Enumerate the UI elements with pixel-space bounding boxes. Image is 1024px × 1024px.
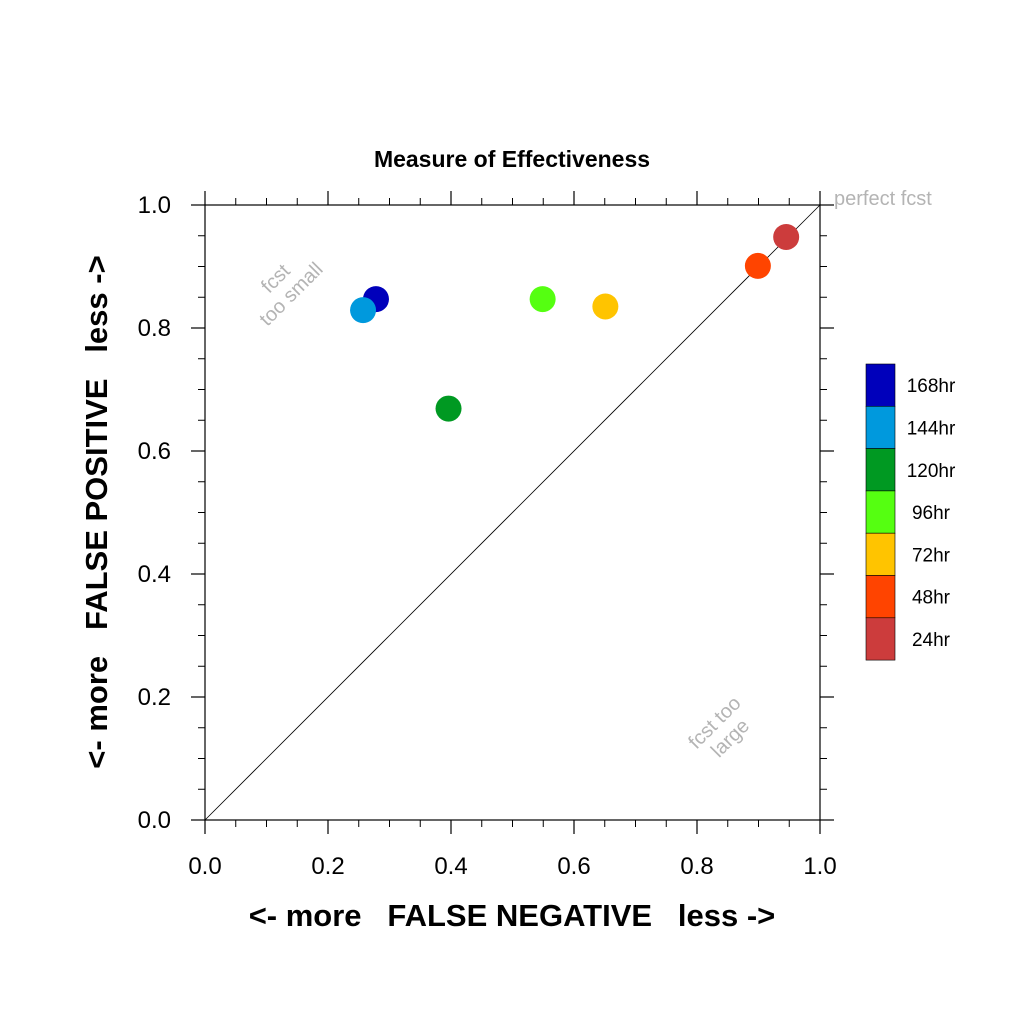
y-tick-label: 0.6 xyxy=(138,438,171,465)
y-tick-label: 0.8 xyxy=(138,315,171,342)
legend-label: 48hr xyxy=(912,588,951,609)
chart-title: Measure of Effectiveness xyxy=(374,146,650,172)
x-tick-label: 0.0 xyxy=(188,853,221,880)
legend-label: 24hr xyxy=(912,630,951,651)
point-96hr xyxy=(529,286,556,313)
legend-swatch-24hr xyxy=(865,617,896,661)
y-tick-label: 0.2 xyxy=(138,684,171,711)
data-points xyxy=(350,223,800,422)
legend-label: 96hr xyxy=(912,503,951,524)
x-tick-label: 1.0 xyxy=(803,853,836,880)
legend-label: 72hr xyxy=(912,545,951,566)
y-tick-label: 1.0 xyxy=(138,192,171,219)
annotation-too-small-line: too small xyxy=(255,258,327,330)
point-144hr xyxy=(350,297,377,324)
legend-swatch-144hr xyxy=(865,405,896,449)
point-48hr xyxy=(744,252,771,279)
legend-label: 144hr xyxy=(907,418,956,439)
x-tick-label: 0.8 xyxy=(680,853,713,880)
legend: 168hr 144hr 120hr 96hr 72hr 48hr 24hr xyxy=(865,363,956,661)
x-tick-label: 0.4 xyxy=(434,853,467,880)
annotation-perfect-fcst: perfect fcst xyxy=(834,188,932,210)
y-axis-label: <- more FALSE POSITIVE less -> xyxy=(79,255,114,768)
diagonal-line xyxy=(204,204,821,821)
legend-swatch-96hr xyxy=(865,490,896,534)
x-tick-label: 0.2 xyxy=(311,853,344,880)
y-tick-label: 0.0 xyxy=(138,807,171,834)
legend-label: 168hr xyxy=(907,376,956,397)
axes: 0.0 0.2 0.4 0.6 0.8 1.0 0.0 0.2 0.4 0.6 0.8 1.0 xyxy=(138,191,837,880)
point-72hr xyxy=(592,293,619,320)
legend-swatch-120hr xyxy=(865,448,896,492)
legend-swatch-168hr xyxy=(865,363,896,407)
x-axis-label: <- more FALSE NEGATIVE less -> xyxy=(249,898,776,933)
legend-swatch-72hr xyxy=(865,532,896,576)
legend-label: 120hr xyxy=(907,461,956,482)
legend-swatch-48hr xyxy=(865,575,896,619)
y-tick-label: 0.4 xyxy=(138,561,171,588)
point-120hr xyxy=(435,395,462,422)
x-tick-label: 0.6 xyxy=(557,853,590,880)
point-24hr xyxy=(773,223,800,250)
